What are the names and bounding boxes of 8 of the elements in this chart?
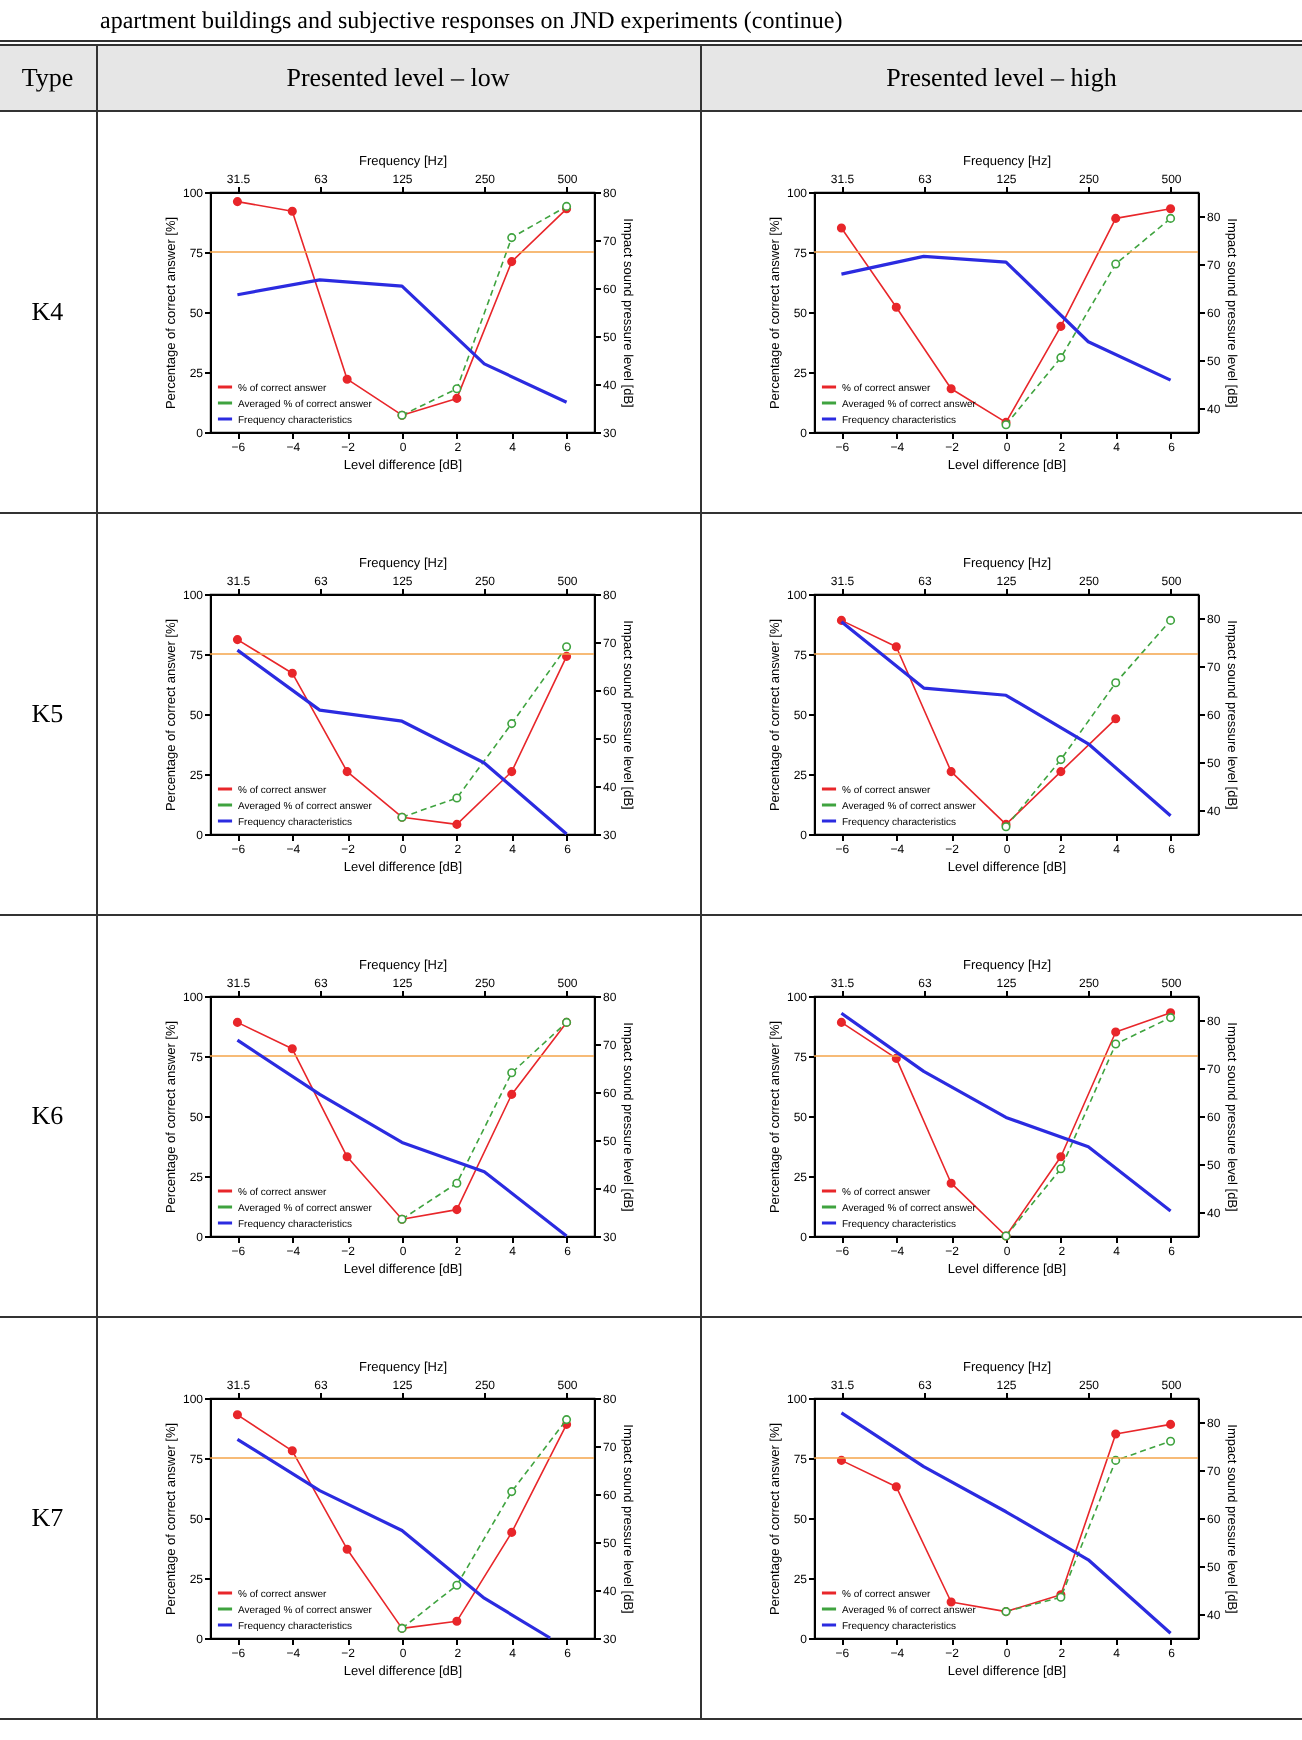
- text: apartment buildings and subjective responses on JND experiments (continue): [98, 4, 845, 38]
- text: K5: [0, 513, 96, 915]
- chart-title: Presented level – high: [700, 43, 1302, 111]
- text: K7: [0, 1317, 96, 1719]
- chart-title: Presented level – low: [96, 43, 700, 111]
- text: Type: [0, 43, 96, 111]
- text: K4: [0, 111, 96, 513]
- text: K6: [0, 915, 96, 1317]
